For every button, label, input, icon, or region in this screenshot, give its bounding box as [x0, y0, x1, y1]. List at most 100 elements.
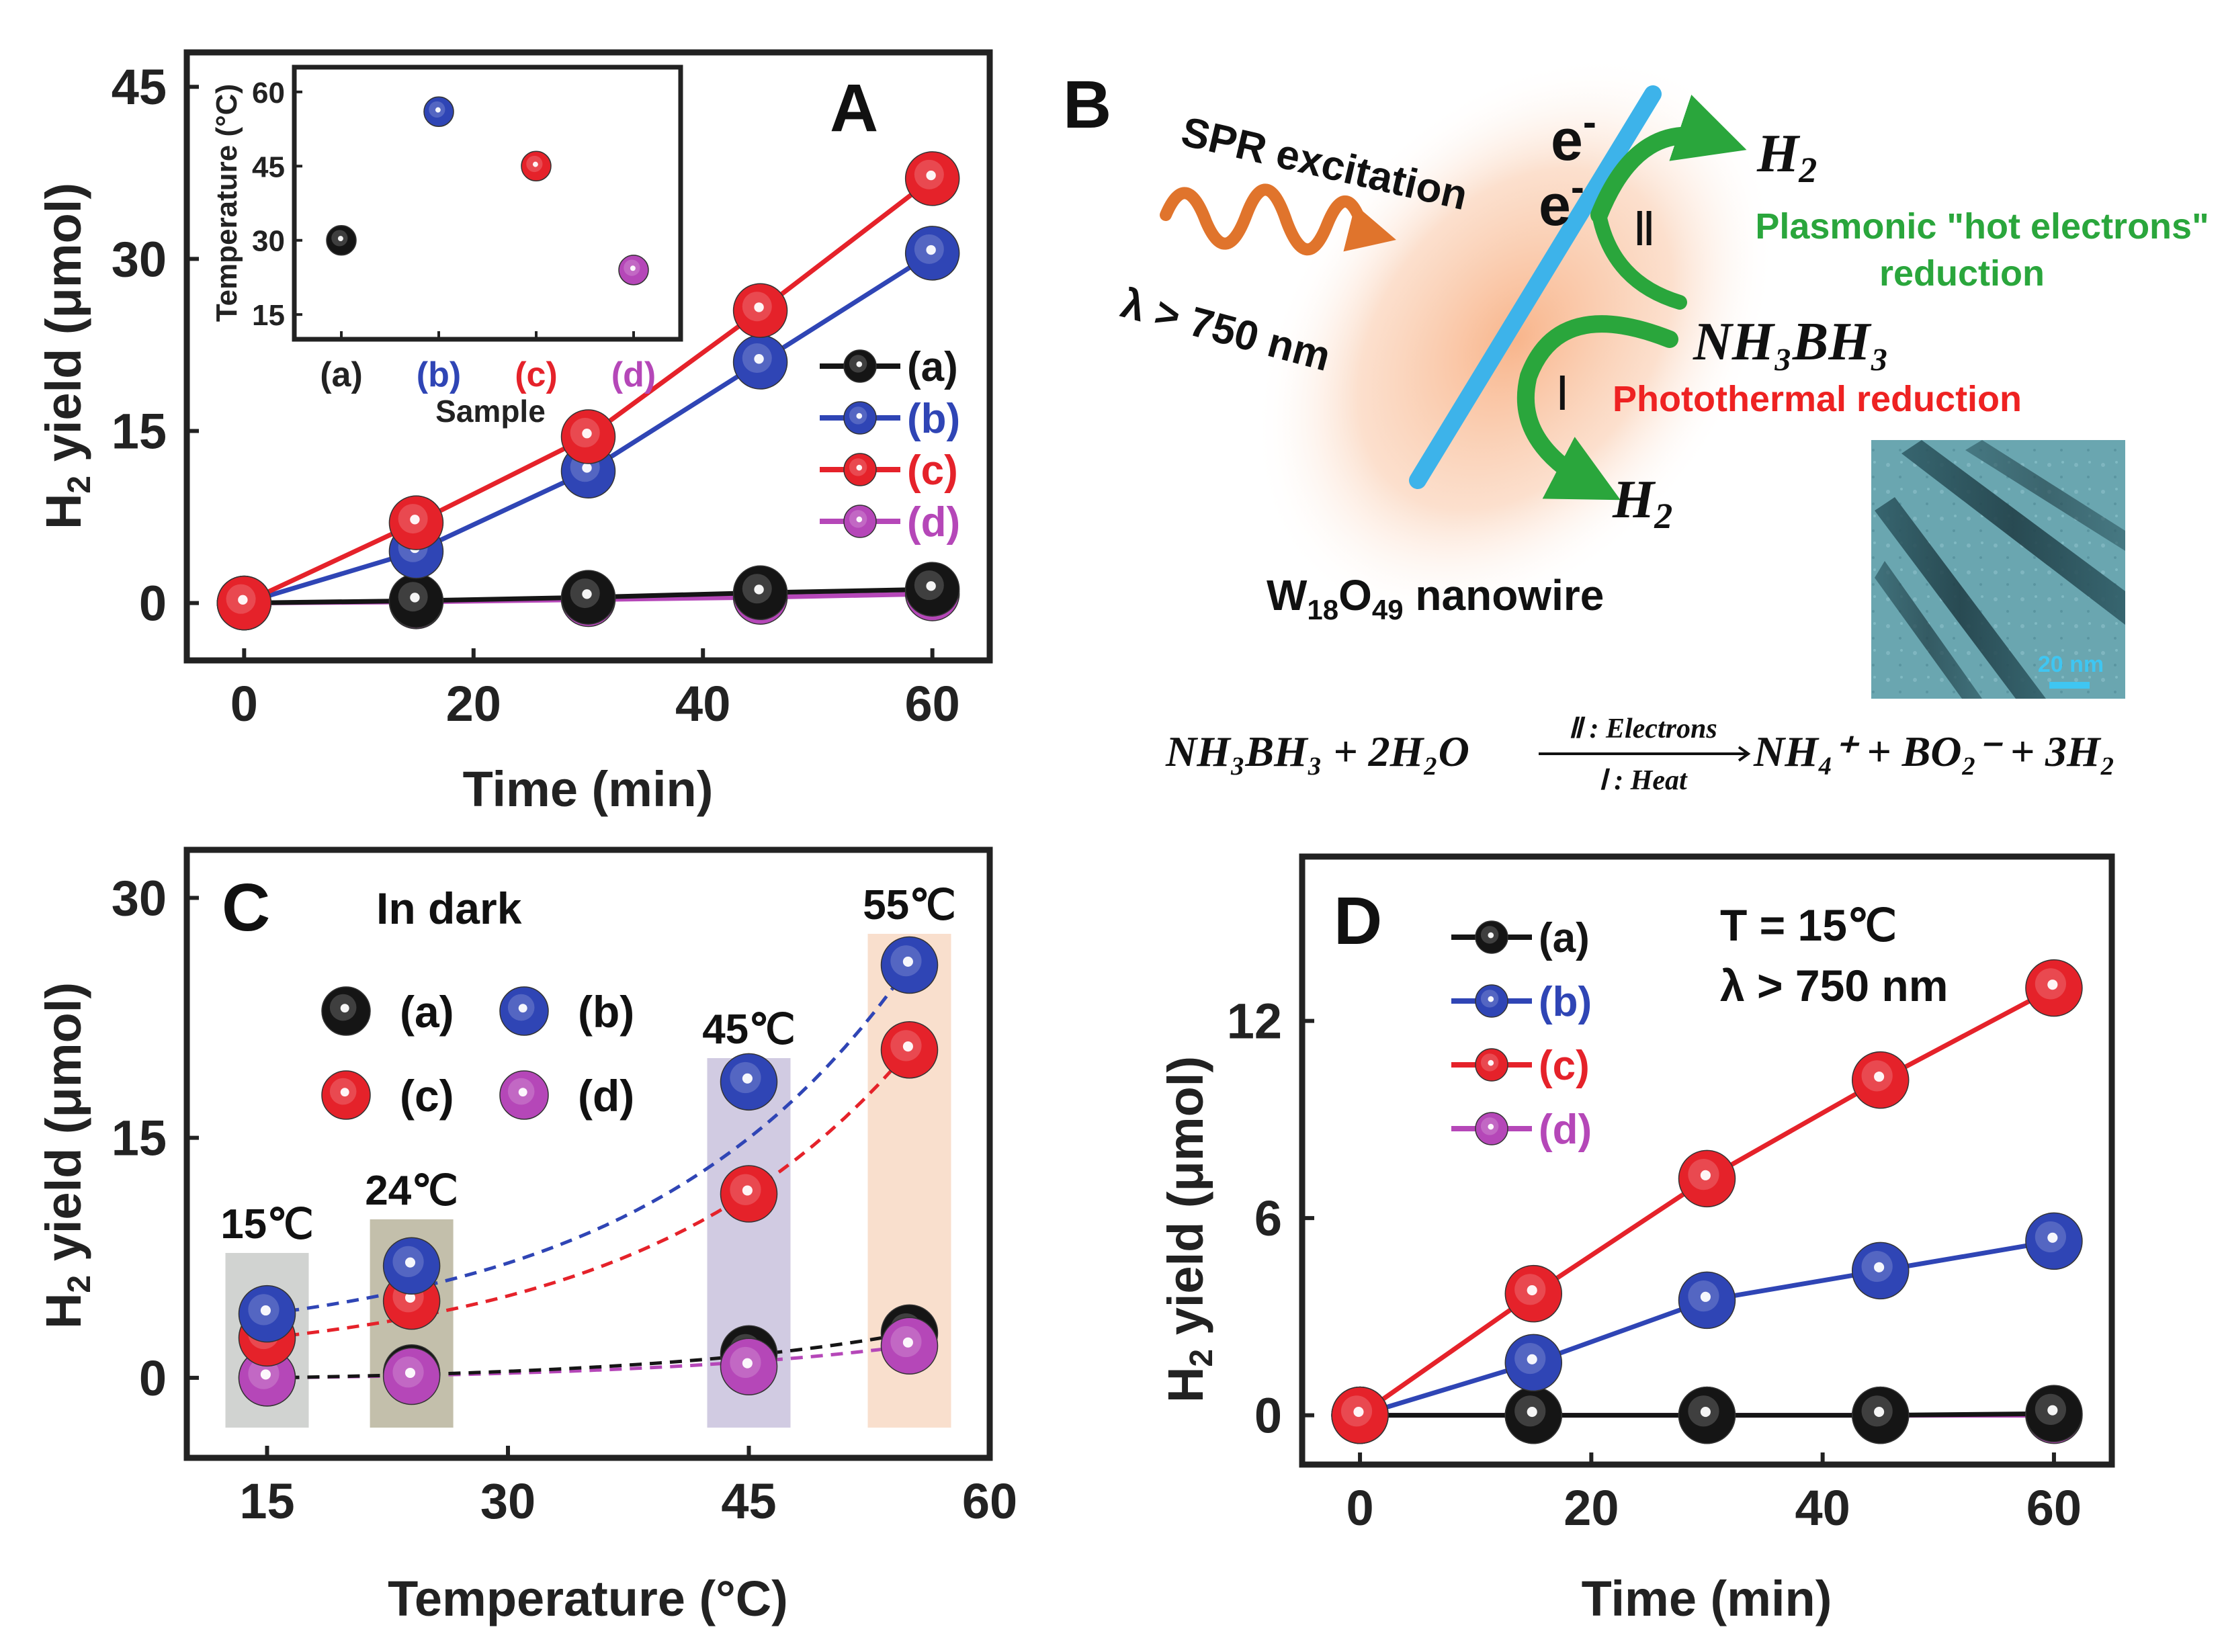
panel-a-frame: [183, 49, 993, 664]
panel-c-fit-a: [267, 1331, 910, 1380]
panel-a-legend-label-a: (a): [907, 344, 958, 390]
panel-a-letter: A: [830, 71, 878, 146]
equation-under: Ⅰ : Heat: [1598, 765, 1688, 796]
panel-c-legend-label-a: (a): [400, 987, 454, 1037]
panel-a-legend-marker-c: [843, 453, 877, 486]
panel-d-point-c-1: [1504, 1264, 1563, 1323]
panel-c-xtick-label-0: 15: [239, 1473, 294, 1529]
panel-d-legend-label-b: (b): [1539, 979, 1592, 1025]
h2-top-label: H2: [1756, 124, 1817, 190]
inset-category-d: (d): [611, 355, 656, 394]
panel-a-point-c-0: [216, 575, 272, 631]
panel-d: 0 20 40 60 0 6 12 D T = 15℃ λ > 750 nm Time (m…: [1158, 853, 2115, 1626]
panel-d-ytick-label-2: 12: [1227, 994, 1282, 1049]
panel-d-point-c-3: [1851, 1051, 1910, 1109]
panel-a-xlabel: Time (min): [463, 761, 714, 817]
panel-d-xlabel: Time (min): [1582, 1571, 1832, 1626]
panel-c-point-d-2: [720, 1338, 778, 1395]
panel-c-point-b-0: [238, 1285, 296, 1343]
panel-d-point-a-1: [1504, 1386, 1563, 1444]
panel-c-title: In dark: [376, 883, 522, 933]
panel-d-ytick-label-0: 0: [1254, 1388, 1282, 1444]
panel-a-point-a-2: [560, 570, 616, 625]
equation-over: Ⅱ : Electrons: [1568, 713, 1717, 744]
inset-category-b: (b): [417, 355, 461, 394]
panel-c-ylabel: H2 yield (μmol): [36, 982, 97, 1329]
panel-c-band-label-3: 55℃: [863, 882, 956, 928]
nanowire-glow: [1253, 55, 1777, 623]
panel-d-legend-label-c: (c): [1539, 1043, 1590, 1089]
panel-c-fit-b: [267, 964, 911, 1316]
equation-left: NH₃BH₃ + 2H₂O: [1165, 728, 1469, 775]
panel-c-letter: C: [222, 870, 270, 945]
panel-d-legend-marker-c: [1475, 1048, 1508, 1082]
panel-d-point-c-0: [1331, 1386, 1389, 1444]
panel-c-bands: 15℃ 24℃ 45℃ 55℃: [220, 882, 956, 1428]
scale-bar-label: 20 nm: [2038, 652, 2104, 677]
roman-two: Ⅱ: [1633, 204, 1656, 256]
panel-a-legend: (a) (b) (c) (d): [820, 344, 960, 546]
inset-point-b: [423, 96, 454, 128]
panel-a-point-c-2: [560, 409, 616, 464]
plasmonic-arrow-icon: [1590, 94, 1747, 224]
inset-ytick-label-3: 60: [252, 77, 285, 110]
electron-2: e-: [1539, 165, 1584, 238]
panel-a-legend-label-d: (d): [907, 499, 960, 546]
panel-a-xtick-label-3: 60: [904, 676, 959, 732]
panel-c-fit-d: [267, 1344, 910, 1380]
panel-a-point-c-4: [904, 151, 960, 206]
panel-d-xtick-label-2: 40: [1795, 1480, 1850, 1536]
panel-c-band-label-1: 24℃: [365, 1168, 458, 1214]
panel-c-ytick-label-1: 15: [112, 1111, 167, 1166]
panel-c-point-b-2: [720, 1053, 778, 1111]
panel-a-legend-label-b: (b): [907, 396, 960, 442]
panel-c-legend: (a) (b) (c) (d): [321, 986, 634, 1121]
panel-d-xtick-label-3: 60: [2026, 1480, 2082, 1536]
panel-d-legend-marker-a: [1475, 920, 1508, 954]
panel-d-ytick-label-1: 6: [1254, 1190, 1282, 1246]
panel-a-ytick-label-0: 0: [139, 576, 167, 632]
equation-right: NH₄⁺ + BO₂⁻ + 3H₂: [1753, 728, 2115, 775]
panel-a-xtick-label-0: 0: [230, 676, 258, 732]
panel-d-annotation-2: λ > 750 nm: [1720, 961, 1948, 1010]
panel-a: 0 20 40 60 0 15 30 45 A Time (min) H2 yield (μm…: [36, 49, 993, 817]
panel-d-point-c-2: [1678, 1149, 1736, 1208]
h2-bottom-label: H2: [1612, 470, 1672, 536]
panel-d-point-b-2: [1678, 1271, 1736, 1330]
panel-d-annotation-1: T = 15℃: [1720, 900, 1897, 950]
panel-a-point-a-3: [732, 565, 788, 621]
panel-c-legend-marker-d: [499, 1070, 549, 1120]
panel-c-ytick-label-0: 0: [139, 1350, 167, 1406]
panel-c: 15℃ 24℃ 45℃ 55℃ 15 30 45 60 0 15 30 C In dark Tem…: [36, 846, 1017, 1626]
panel-d-letter: D: [1334, 883, 1382, 959]
panel-a-ytick-label-1: 15: [112, 403, 167, 459]
panel-a-inset-xlabel: Sample: [435, 394, 546, 429]
panel-d-point-c-4: [2025, 959, 2083, 1017]
panel-a-legend-marker-a: [843, 349, 877, 383]
panel-d-xtick-label-0: 0: [1346, 1480, 1373, 1536]
panel-c-ytick-label-2: 30: [112, 870, 167, 926]
panel-d-legend-marker-b: [1475, 984, 1508, 1018]
inset-category-a: (a): [320, 355, 363, 394]
panel-c-fit-c: [267, 1049, 911, 1340]
panel-a-ytick-label-3: 45: [112, 59, 167, 115]
panel-c-legend-label-c: (c): [400, 1071, 454, 1121]
panel-d-point-b-1: [1504, 1334, 1563, 1392]
panel-a-legend-marker-d: [843, 505, 877, 538]
panel-d-legend-marker-d: [1475, 1112, 1508, 1145]
nh3bh3-label: NH₃BH₃: [1693, 312, 1889, 372]
panel-d-ylabel: H2 yield (μmol): [1158, 1056, 1220, 1403]
panel-a-inset: 15 30 45 60 (a) (b) (c) (d) Sample Temperature …: [210, 64, 683, 429]
panel-a-point-a-4: [904, 562, 960, 617]
inset-ytick-label-2: 45: [252, 150, 285, 183]
panel-a-xtick-label-1: 20: [446, 676, 501, 732]
panel-a-point-b-3: [732, 335, 788, 390]
panel-c-point-d-1: [382, 1347, 441, 1405]
panel-c-point-b-1: [382, 1237, 441, 1295]
panel-c-xlabel: Temperature (°C): [388, 1571, 788, 1626]
panel-b-letter: B: [1063, 67, 1111, 142]
nanowire-label: W18O49 nanowire: [1267, 571, 1604, 625]
panel-c-plot: 15 30 45 60 0 15 30: [112, 870, 1017, 1529]
inset-ytick-label-1: 30: [252, 225, 285, 258]
